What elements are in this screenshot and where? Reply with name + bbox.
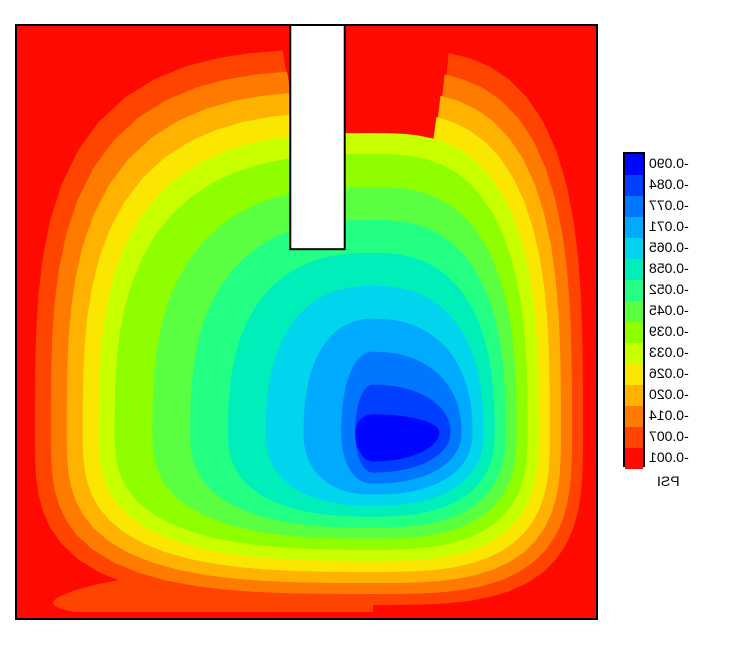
legend-swatch: [625, 343, 643, 364]
legend-tick-label: -0.014: [649, 407, 689, 423]
legend-swatch: [625, 217, 643, 238]
legend: -0.090-0.084-0.077-0.071-0.065-0.058-0.0…: [623, 152, 645, 467]
legend-tick-label: -0.077: [649, 197, 689, 213]
legend-swatch: [625, 364, 643, 385]
legend-swatch: [625, 427, 643, 448]
legend-labels: -0.090 -0.084 -0.077 -0.071 -0.065 -0.058 -0.0…: [645, 152, 735, 467]
legend-tick-label: -0.026: [649, 365, 689, 381]
legend-swatch: [625, 196, 643, 217]
legend-swatch: [625, 406, 643, 427]
legend-swatch: [625, 385, 643, 406]
legend-swatch: [625, 238, 643, 259]
legend-tick-label: -0.033: [649, 344, 689, 360]
legend-tick-label: -0.090: [649, 155, 689, 171]
legend-tick-label: -0.058: [649, 260, 689, 276]
legend-tick-label: -0.001: [649, 449, 689, 465]
legend-tick-label: -0.065: [649, 239, 689, 255]
legend-swatch: [625, 259, 643, 280]
legend-tick-label: -0.084: [649, 176, 689, 192]
legend-tick-label: -0.020: [649, 386, 689, 402]
legend-swatch: [625, 175, 643, 196]
legend-title: PSI: [657, 473, 680, 489]
legend-swatch: [625, 322, 643, 343]
contour-plot: [15, 24, 598, 620]
legend-tick-label: -0.071: [649, 218, 689, 234]
contour-svg: [17, 26, 596, 618]
legend-colorbar: [623, 152, 645, 467]
legend-tick-label: -0.039: [649, 323, 689, 339]
legend-swatch: [625, 448, 643, 469]
legend-tick-label: -0.007: [649, 428, 689, 444]
legend-swatch: [625, 154, 643, 175]
legend-tick-label: -0.045: [649, 302, 689, 318]
legend-swatch: [625, 280, 643, 301]
legend-swatch: [625, 301, 643, 322]
legend-tick-label: -0.052: [649, 281, 689, 297]
